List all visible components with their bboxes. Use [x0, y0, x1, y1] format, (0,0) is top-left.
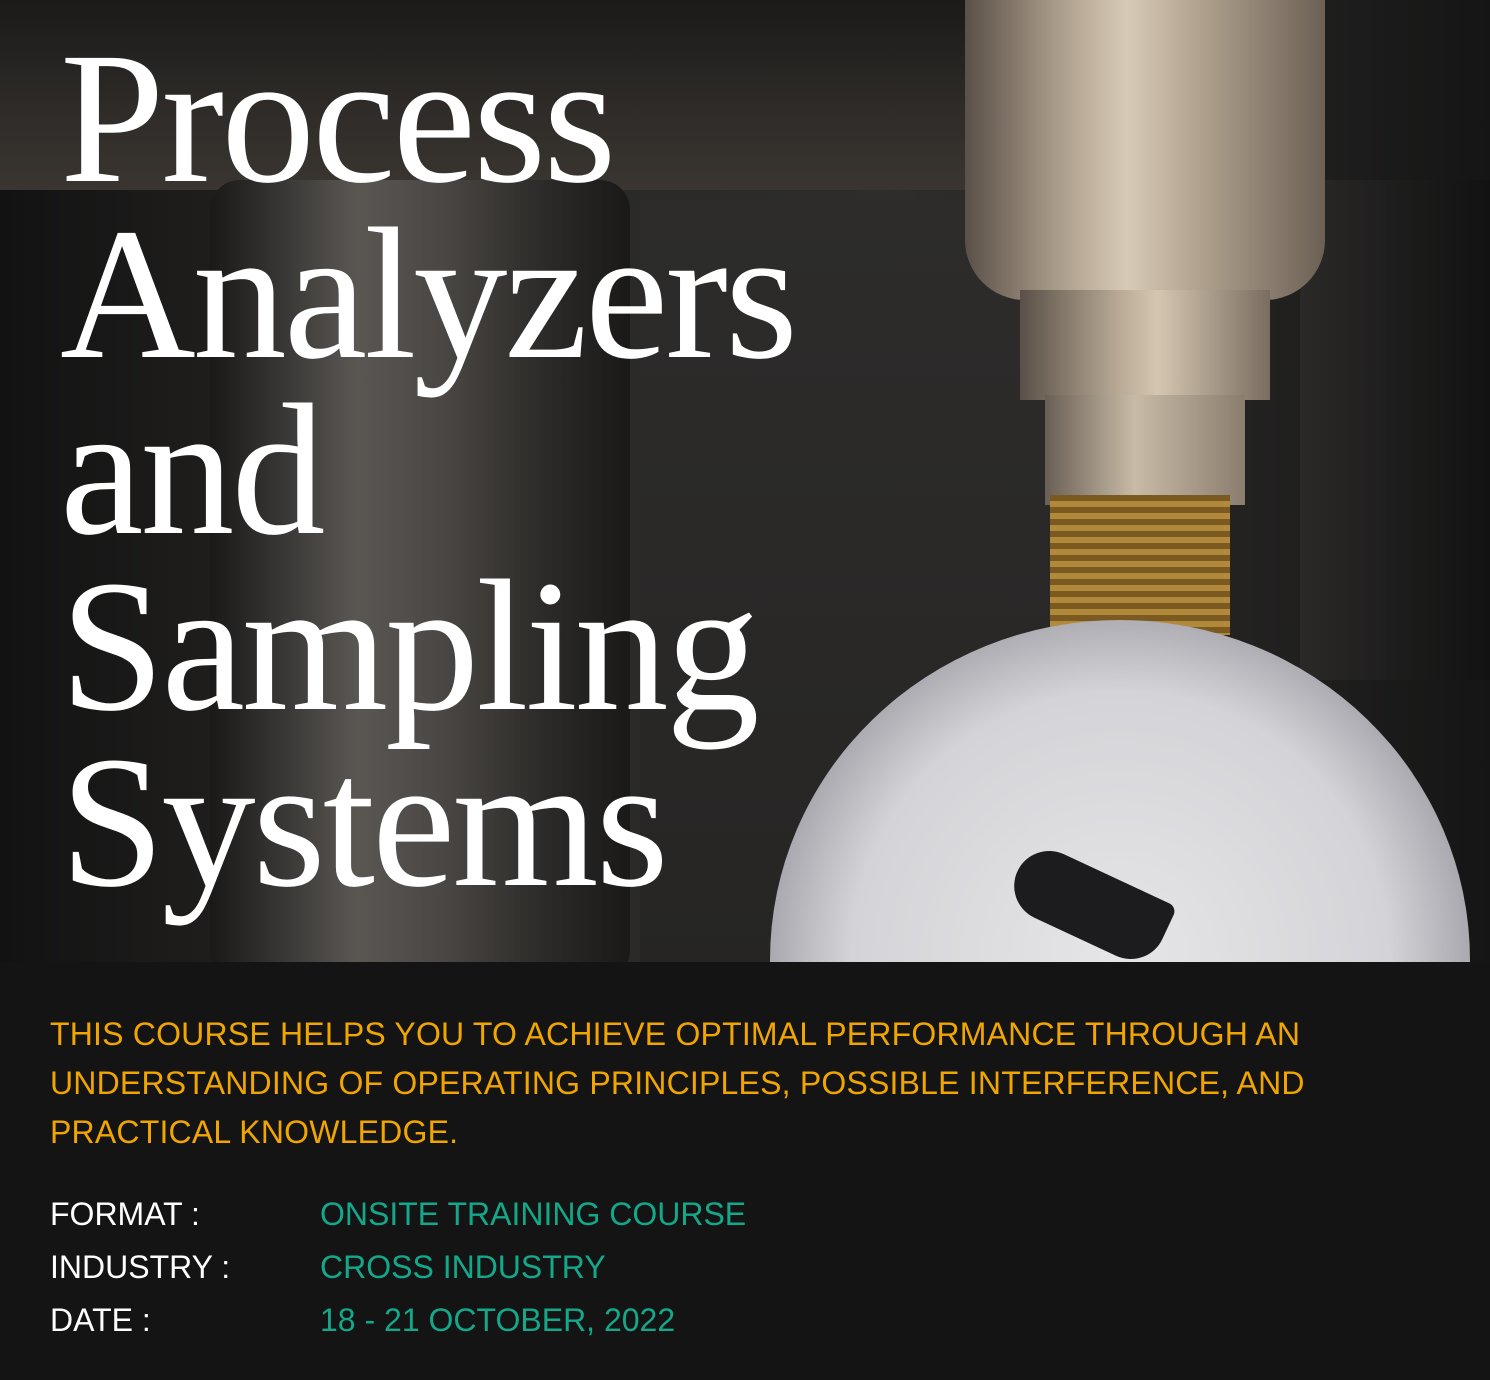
detail-format: FORMAT : ONSITE TRAINING COURSE	[50, 1188, 746, 1241]
title-line: Analyzers	[60, 189, 798, 398]
detail-label: FORMAT :	[50, 1196, 200, 1232]
pipe	[210, 180, 630, 962]
shadow	[1300, 180, 1490, 680]
brass-thread	[1050, 495, 1230, 635]
course-details: FORMAT : ONSITE TRAINING COURSE INDUSTRY…	[50, 1188, 746, 1347]
detail-value: 18 - 21 OCTOBER, 2022	[320, 1302, 676, 1338]
valve-fitting	[965, 0, 1325, 300]
detail-label: INDUSTRY :	[50, 1249, 231, 1285]
course-description: THIS COURSE HELPS YOU TO ACHIEVE OPTIMAL…	[50, 1016, 1305, 1150]
title-line: Process	[60, 13, 616, 222]
detail-label: DATE :	[50, 1302, 151, 1338]
detail-value: CROSS INDUSTRY	[320, 1249, 606, 1285]
title-line: Sampling	[60, 541, 760, 750]
title-line: Systems	[60, 717, 669, 926]
course-title: Process Analyzers and Sampling Systems	[60, 13, 798, 926]
pipe-manifold	[0, 0, 1000, 190]
hex-nut	[1020, 290, 1270, 400]
detail-industry: INDUSTRY : CROSS INDUSTRY	[50, 1241, 746, 1294]
title-line: and	[60, 365, 325, 574]
fitting-stem	[1045, 395, 1245, 505]
hero-image: Process Analyzers and Sampling Systems	[0, 0, 1490, 962]
detail-value: ONSITE TRAINING COURSE	[320, 1196, 747, 1232]
detail-date: DATE : 18 - 21 OCTOBER, 2022	[50, 1294, 746, 1347]
